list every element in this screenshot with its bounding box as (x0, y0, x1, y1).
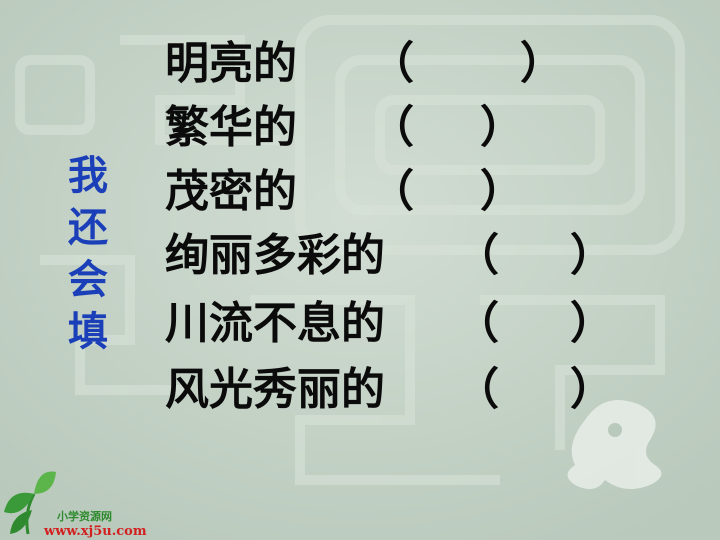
phrase-text: 明亮的 (165, 38, 297, 89)
site-name: 小学资源网 (57, 510, 112, 523)
phrase-text: 茂密的 (165, 166, 297, 217)
phrase-line: 川流不息的 （ ） (165, 296, 614, 352)
close-paren: ） (520, 38, 564, 89)
phrase-line: 绚丽多彩的 （ ） (165, 228, 614, 284)
phrase-text: 川流不息的 (165, 298, 385, 349)
phrase-text: 繁华的 (165, 102, 297, 153)
side-title: 我 还 会 填 (60, 150, 116, 358)
sprout-logo-icon (4, 471, 56, 535)
phrase-line: 风光秀丽的 （ ） (165, 362, 614, 418)
phrase-text: 绚丽多彩的 (165, 230, 385, 281)
open-paren: （ (370, 38, 414, 89)
side-title-char: 我 (68, 153, 108, 199)
phrase-line: 明亮的 （ ） (165, 36, 564, 92)
open-paren: （ (455, 364, 499, 415)
close-paren: ） (570, 298, 614, 349)
open-paren: （ (370, 102, 414, 153)
phrase-text: 风光秀丽的 (165, 364, 385, 415)
phrase-line: 茂密的 （ ） (165, 164, 524, 220)
open-paren: （ (455, 230, 499, 281)
close-paren: ） (480, 166, 524, 217)
phrase-line: 繁华的 （ ） (165, 100, 524, 156)
side-title-char: 还 (68, 205, 108, 251)
side-title-char: 会 (68, 257, 108, 303)
close-paren: ） (480, 102, 524, 153)
site-url-link[interactable]: www.xj5u.com (44, 524, 147, 539)
open-paren: （ (455, 298, 499, 349)
close-paren: ） (570, 364, 614, 415)
side-title-char: 填 (68, 309, 108, 355)
close-paren: ） (570, 230, 614, 281)
dragon-emblem (567, 400, 662, 489)
open-paren: （ (370, 166, 414, 217)
